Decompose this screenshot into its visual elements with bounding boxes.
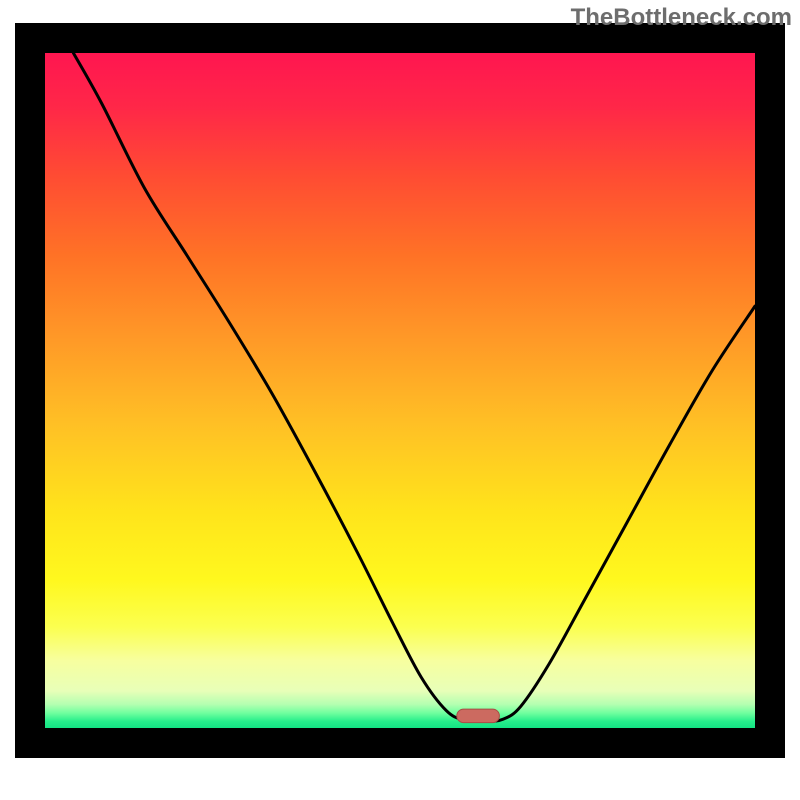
attribution-label: TheBottleneck.com (571, 4, 792, 32)
chart-root: TheBottleneck.com (0, 0, 800, 800)
bottleneck-chart (0, 0, 800, 800)
gradient-background (45, 53, 755, 728)
optimal-marker (457, 709, 500, 723)
